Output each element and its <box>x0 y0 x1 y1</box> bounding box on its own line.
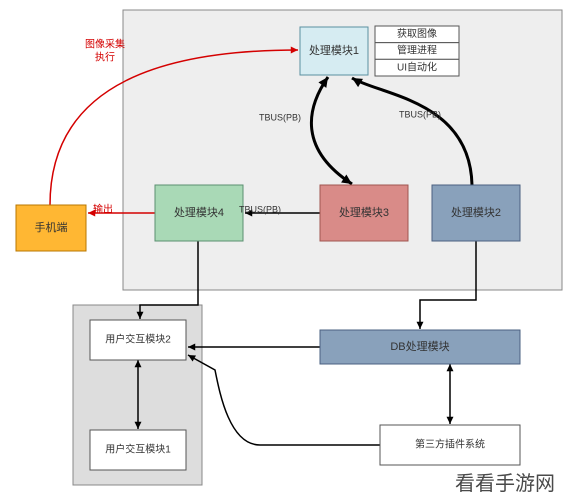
node-label-proc2: 处理模块2 <box>451 206 501 219</box>
label: 图像采集 <box>85 38 125 51</box>
label: TBUS(PB) <box>259 112 301 122</box>
node-label-ui1: 用户交互模块1 <box>105 443 171 456</box>
edge-plugin_to_ui2 <box>188 355 380 445</box>
node-label-plugin: 第三方插件系统 <box>415 438 485 451</box>
watermark-text: 看看手游网 <box>455 472 555 495</box>
arrowhead <box>447 417 454 424</box>
node-label-phone: 手机端 <box>35 220 68 234</box>
node-label-proc4: 处理模块4 <box>174 206 224 219</box>
label: 输出 <box>93 203 113 216</box>
arrowhead <box>417 322 424 329</box>
proc1-side-label: 获取图像 <box>397 28 437 40</box>
node-label-proc3: 处理模块3 <box>339 206 389 219</box>
arrowhead <box>447 364 454 371</box>
node-label-ui2: 用户交互模块2 <box>105 333 171 346</box>
diagram-canvas: 手机端 处理模块1 处理模块2 处理模块3 处理模块4 用户交互模块2 用户交互模块1 DB处… <box>0 0 578 500</box>
node-label-proc1: 处理模块1 <box>309 44 359 57</box>
label: TBUS(PB) <box>399 109 441 119</box>
proc1-side-label: UI自动化 <box>397 60 437 73</box>
proc1-side-label: 管理进程 <box>397 44 437 57</box>
label: TBUS(PB) <box>239 204 281 214</box>
label: 执行 <box>95 51 115 64</box>
node-label-db: DB处理模块 <box>390 340 449 353</box>
